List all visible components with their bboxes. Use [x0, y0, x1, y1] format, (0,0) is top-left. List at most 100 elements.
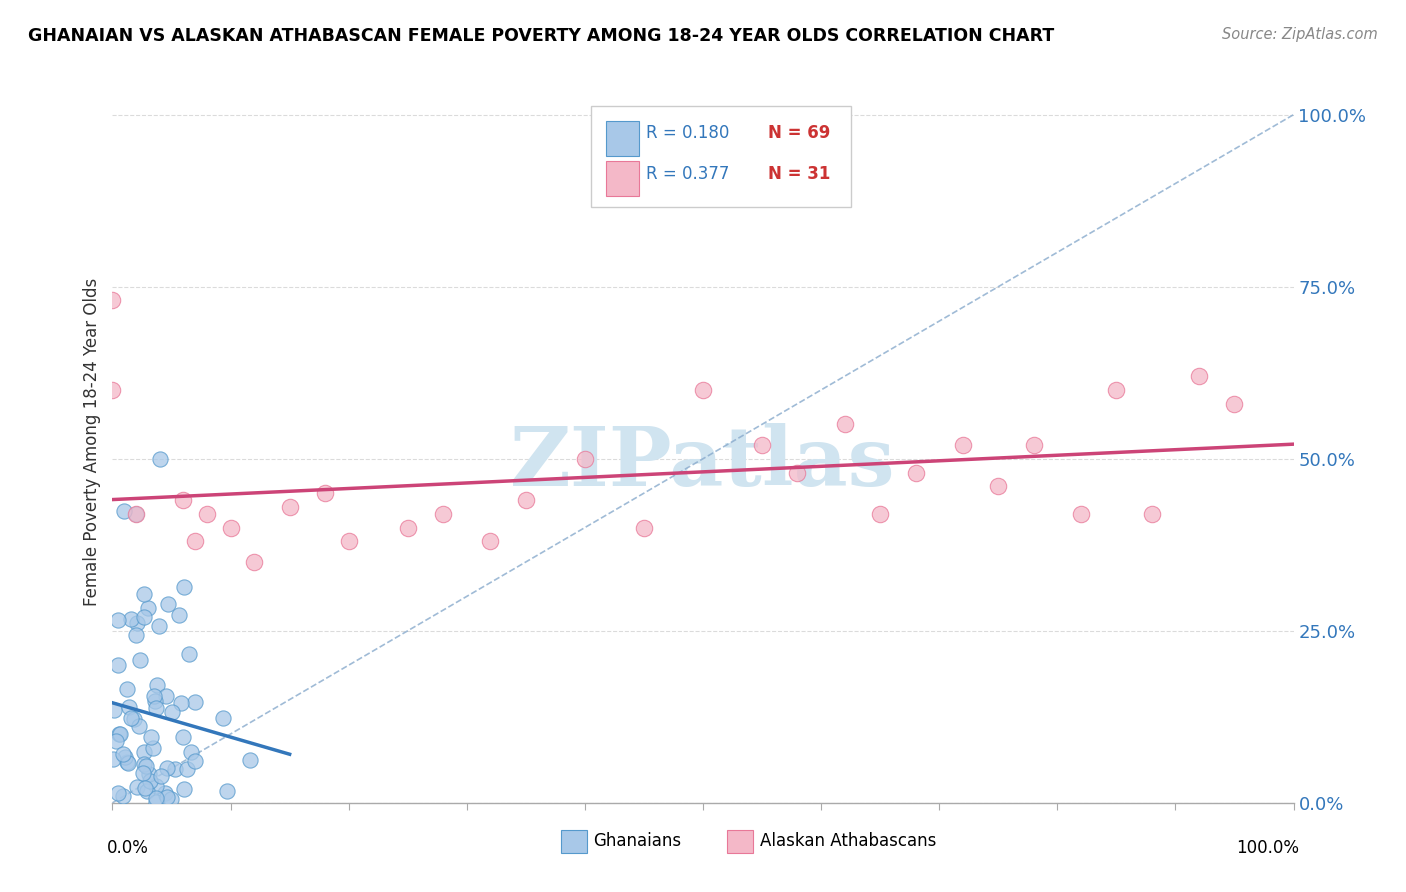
Text: 100.0%: 100.0% — [1236, 838, 1299, 857]
Point — [129, 653, 152, 667]
Point — [1188, 369, 1211, 384]
Point — [112, 504, 135, 518]
Point — [217, 783, 239, 797]
Point — [173, 782, 195, 797]
Point — [120, 612, 142, 626]
Point — [479, 534, 502, 549]
Point — [184, 754, 207, 768]
Point — [138, 767, 160, 781]
Point — [101, 752, 124, 766]
Point — [145, 678, 167, 692]
Point — [195, 507, 218, 521]
Bar — [606, 121, 640, 156]
Point — [125, 507, 148, 521]
Text: Alaskan Athabascans: Alaskan Athabascans — [759, 832, 936, 850]
Text: ZIPatlas: ZIPatlas — [510, 423, 896, 503]
FancyBboxPatch shape — [591, 105, 851, 207]
Point — [111, 789, 134, 803]
Text: R = 0.377: R = 0.377 — [647, 165, 730, 183]
Point — [142, 740, 165, 755]
Point — [149, 451, 172, 466]
Point — [987, 479, 1010, 493]
Point — [692, 383, 714, 397]
Point — [107, 786, 129, 800]
Point — [120, 711, 142, 725]
Point — [132, 757, 155, 772]
Point — [184, 696, 207, 710]
Point — [160, 705, 183, 719]
Point — [117, 756, 139, 771]
Point — [211, 711, 233, 725]
Point — [132, 765, 155, 780]
Point — [108, 727, 131, 741]
Point — [142, 689, 165, 703]
Point — [751, 438, 773, 452]
Point — [145, 790, 167, 805]
Point — [145, 694, 167, 708]
Point — [172, 730, 194, 744]
Point — [574, 451, 596, 466]
Point — [124, 712, 146, 726]
Point — [118, 699, 141, 714]
Point — [132, 587, 155, 601]
Text: GHANAIAN VS ALASKAN ATHABASCAN FEMALE POVERTY AMONG 18-24 YEAR OLDS CORRELATION : GHANAIAN VS ALASKAN ATHABASCAN FEMALE PO… — [28, 27, 1054, 45]
Point — [314, 486, 336, 500]
Point — [101, 383, 124, 397]
Point — [134, 780, 156, 795]
Point — [145, 779, 167, 793]
Point — [134, 609, 156, 624]
Point — [155, 761, 177, 775]
Point — [125, 507, 148, 521]
Point — [177, 647, 200, 661]
Point — [1140, 507, 1163, 521]
Point — [107, 613, 129, 627]
Point — [138, 774, 160, 789]
Text: Source: ZipAtlas.com: Source: ZipAtlas.com — [1222, 27, 1378, 42]
Point — [125, 780, 148, 794]
Point — [396, 520, 419, 534]
Point — [172, 493, 194, 508]
Point — [104, 734, 127, 748]
Text: 0.0%: 0.0% — [107, 838, 149, 857]
Point — [1070, 507, 1092, 521]
Point — [1223, 397, 1246, 411]
Point — [125, 628, 148, 642]
Point — [904, 466, 927, 480]
Point — [243, 555, 266, 569]
Text: N = 69: N = 69 — [768, 124, 831, 142]
Point — [170, 696, 193, 710]
Point — [153, 786, 176, 800]
Point — [101, 293, 124, 308]
Point — [952, 438, 974, 452]
Point — [148, 619, 170, 633]
Point — [149, 769, 172, 783]
Point — [135, 784, 157, 798]
Point — [184, 534, 207, 549]
Point — [1022, 438, 1045, 452]
Point — [167, 608, 190, 623]
Point — [128, 719, 150, 733]
Point — [156, 597, 179, 611]
Point — [107, 658, 129, 673]
Point — [132, 745, 155, 759]
Point — [176, 762, 198, 776]
Point — [786, 466, 808, 480]
Point — [163, 762, 186, 776]
Point — [180, 745, 202, 759]
Bar — [561, 830, 588, 854]
Point — [103, 703, 125, 717]
Point — [432, 507, 454, 521]
Point — [145, 796, 167, 810]
Y-axis label: Female Poverty Among 18-24 Year Olds: Female Poverty Among 18-24 Year Olds — [83, 277, 101, 606]
Point — [159, 791, 181, 805]
Point — [111, 747, 134, 761]
Text: N = 31: N = 31 — [768, 165, 831, 183]
Point — [337, 534, 360, 549]
Point — [136, 600, 159, 615]
Text: Ghanaians: Ghanaians — [593, 832, 682, 850]
Point — [869, 507, 891, 521]
Point — [278, 500, 301, 514]
Point — [139, 731, 162, 745]
Point — [239, 753, 262, 767]
Point — [1105, 383, 1128, 397]
